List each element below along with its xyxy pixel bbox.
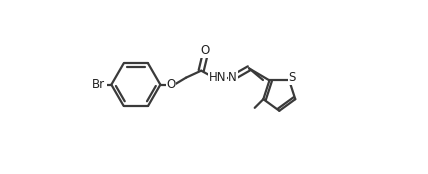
Text: Br: Br (92, 78, 105, 91)
Text: O: O (201, 44, 210, 57)
Text: O: O (166, 78, 175, 91)
Text: HN: HN (209, 71, 226, 84)
Text: S: S (288, 71, 296, 84)
Text: N: N (228, 71, 237, 84)
